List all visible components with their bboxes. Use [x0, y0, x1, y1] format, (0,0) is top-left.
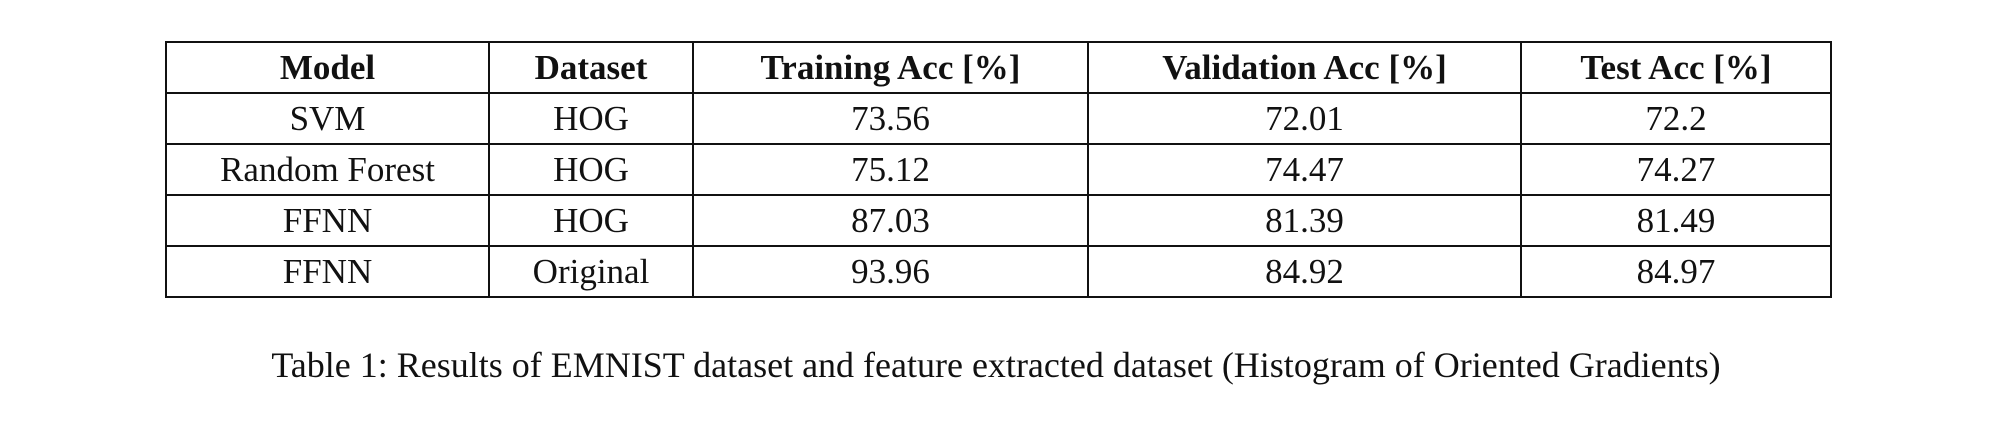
table-cell: HOG: [488, 194, 694, 247]
table-row: FFNN HOG 87.03 81.39 81.49: [165, 194, 1832, 247]
header-row: Model Dataset Training Acc [%] Validation A…: [165, 41, 1832, 94]
table-cell: 75.12: [692, 143, 1089, 196]
table-cell: 81.49: [1520, 194, 1832, 247]
table-cell: 84.92: [1087, 245, 1522, 298]
table-cell: FFNN: [165, 194, 490, 247]
table-cell: Original: [488, 245, 694, 298]
table-cell: 74.47: [1087, 143, 1522, 196]
table-cell: HOG: [488, 143, 694, 196]
table-cell: 93.96: [692, 245, 1089, 298]
header-cell: Model: [165, 41, 490, 94]
table-cell: 73.56: [692, 92, 1089, 145]
table-cell: SVM: [165, 92, 490, 145]
table-cell: 72.2: [1520, 92, 1832, 145]
header-cell: Dataset: [488, 41, 694, 94]
table-cell: 87.03: [692, 194, 1089, 247]
table-cell: FFNN: [165, 245, 490, 298]
table-cell: 84.97: [1520, 245, 1832, 298]
header-cell: Training Acc [%]: [692, 41, 1089, 94]
table-cell: 74.27: [1520, 143, 1832, 196]
table-row: Random Forest HOG 75.12 74.47 74.27: [165, 143, 1832, 196]
table-row: SVM HOG 73.56 72.01 72.2: [165, 92, 1832, 145]
header-cell: Test Acc [%]: [1520, 41, 1832, 94]
table-cell: HOG: [488, 92, 694, 145]
table-cell: 81.39: [1087, 194, 1522, 247]
table-body: SVM HOG 73.56 72.01 72.2 Random Forest HOG 75.1…: [165, 92, 1832, 298]
table-caption: Table 1: Results of EMNIST dataset and f…: [271, 345, 1721, 385]
table-cell: Random Forest: [165, 143, 490, 196]
table-row: FFNN Original 93.96 84.92 84.97: [165, 245, 1832, 298]
results-table: Model Dataset Training Acc [%] Validation A…: [165, 41, 1832, 298]
header-cell: Validation Acc [%]: [1087, 41, 1522, 94]
table-cell: 72.01: [1087, 92, 1522, 145]
